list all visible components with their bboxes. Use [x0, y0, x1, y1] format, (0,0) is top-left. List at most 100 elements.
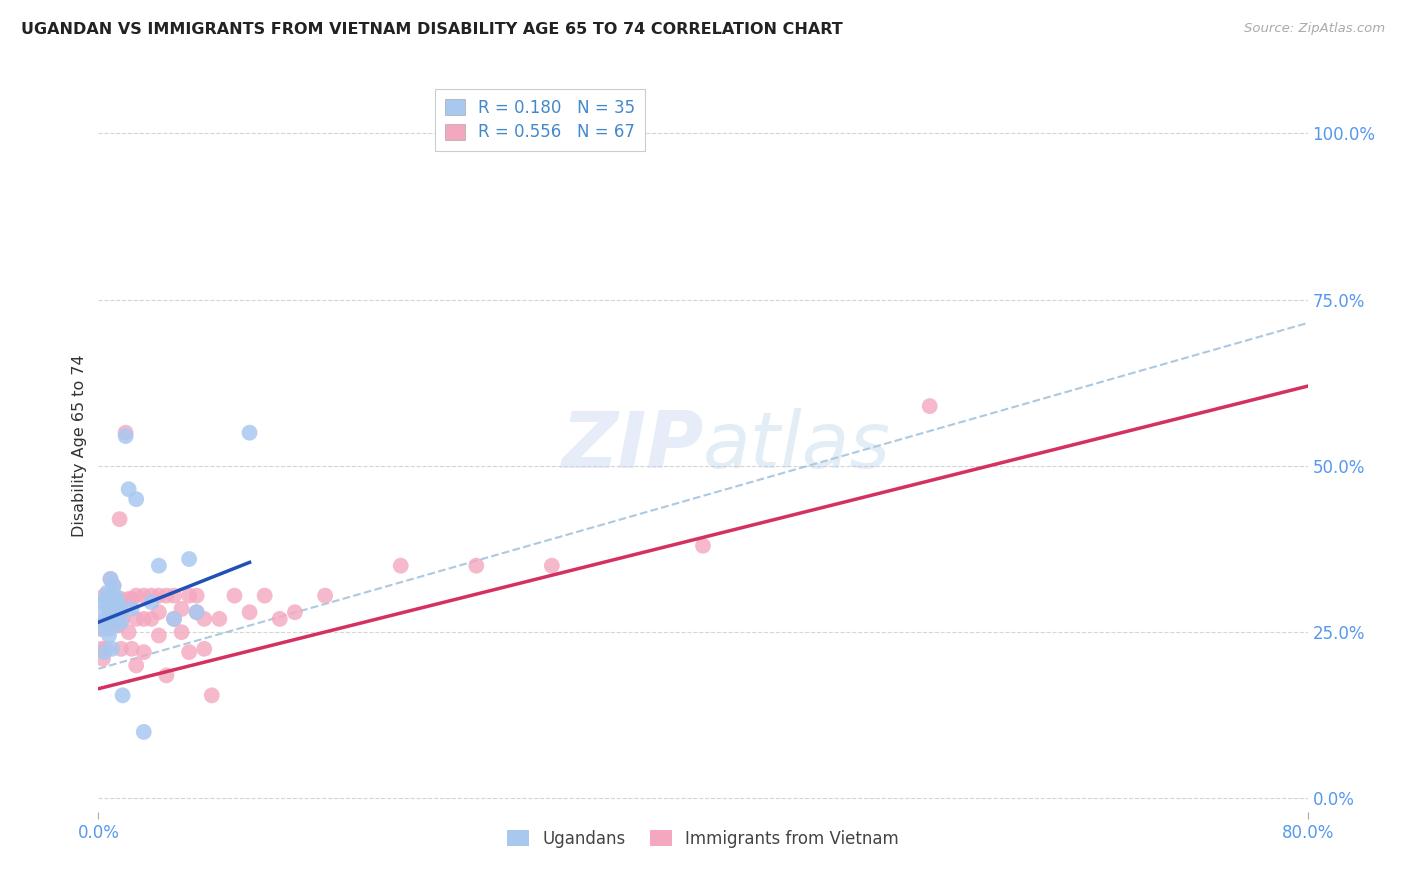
Point	[118, 482, 141, 496]
Point	[253, 589, 276, 603]
Point	[108, 599, 131, 613]
Point	[105, 591, 128, 606]
Point	[201, 689, 224, 703]
Point	[111, 612, 134, 626]
Legend: Ugandans, Immigrants from Vietnam: Ugandans, Immigrants from Vietnam	[501, 823, 905, 855]
Point	[103, 579, 125, 593]
Point	[121, 602, 143, 616]
Point	[125, 658, 148, 673]
Point	[118, 625, 141, 640]
Point	[132, 725, 155, 739]
Point	[186, 605, 208, 619]
Point	[125, 612, 148, 626]
Point	[540, 558, 562, 573]
Point	[89, 622, 111, 636]
Point	[90, 641, 112, 656]
Point	[93, 589, 115, 603]
Point	[91, 652, 114, 666]
Point	[208, 612, 231, 626]
Point	[91, 622, 114, 636]
Point	[918, 399, 941, 413]
Point	[239, 425, 262, 440]
Point	[186, 589, 208, 603]
Point	[90, 595, 112, 609]
Point	[94, 612, 117, 626]
Point	[110, 641, 132, 656]
Point	[141, 595, 163, 609]
Point	[114, 429, 136, 443]
Point	[163, 612, 186, 626]
Point	[98, 605, 121, 619]
Point	[110, 615, 132, 630]
Text: atlas: atlas	[703, 408, 891, 484]
Point	[121, 591, 143, 606]
Point	[101, 608, 124, 623]
Point	[141, 589, 163, 603]
Point	[389, 558, 412, 573]
Point	[98, 628, 121, 642]
Point	[224, 589, 246, 603]
Point	[193, 612, 215, 626]
Point	[103, 595, 125, 609]
Point	[148, 605, 170, 619]
Point	[314, 589, 336, 603]
Point	[98, 602, 121, 616]
Point	[103, 579, 125, 593]
Point	[170, 602, 193, 616]
Point	[465, 558, 488, 573]
Point	[98, 622, 121, 636]
Point	[114, 425, 136, 440]
Text: ZIP: ZIP	[561, 408, 703, 484]
Point	[100, 572, 122, 586]
Point	[110, 605, 132, 619]
Point	[155, 668, 177, 682]
Point	[269, 612, 291, 626]
Point	[132, 612, 155, 626]
Point	[105, 605, 128, 619]
Point	[105, 591, 128, 606]
Text: Source: ZipAtlas.com: Source: ZipAtlas.com	[1244, 22, 1385, 36]
Point	[101, 595, 124, 609]
Point	[125, 589, 148, 603]
Point	[89, 605, 111, 619]
Point	[103, 595, 125, 609]
Point	[148, 589, 170, 603]
Point	[100, 572, 122, 586]
Point	[155, 589, 177, 603]
Text: UGANDAN VS IMMIGRANTS FROM VIETNAM DISABILITY AGE 65 TO 74 CORRELATION CHART: UGANDAN VS IMMIGRANTS FROM VIETNAM DISAB…	[21, 22, 842, 37]
Point	[100, 605, 122, 619]
Point	[110, 591, 132, 606]
Point	[96, 591, 118, 606]
Point	[101, 641, 124, 656]
Point	[118, 591, 141, 606]
Point	[148, 558, 170, 573]
Point	[103, 605, 125, 619]
Point	[163, 612, 186, 626]
Point	[108, 512, 131, 526]
Point	[105, 612, 128, 626]
Point	[193, 641, 215, 656]
Point	[94, 615, 117, 630]
Point	[141, 612, 163, 626]
Point	[94, 641, 117, 656]
Point	[107, 608, 129, 623]
Point	[94, 591, 117, 606]
Point	[100, 591, 122, 606]
Point	[107, 618, 129, 632]
Point	[179, 589, 201, 603]
Point	[96, 585, 118, 599]
Point	[125, 492, 148, 507]
Point	[179, 552, 201, 566]
Point	[170, 625, 193, 640]
Point	[111, 689, 134, 703]
Y-axis label: Disability Age 65 to 74: Disability Age 65 to 74	[72, 355, 87, 537]
Point	[121, 641, 143, 656]
Point	[103, 608, 125, 623]
Point	[104, 618, 127, 632]
Point	[93, 645, 115, 659]
Point	[104, 589, 127, 603]
Point	[104, 615, 127, 630]
Point	[186, 605, 208, 619]
Point	[148, 628, 170, 642]
Point	[284, 605, 307, 619]
